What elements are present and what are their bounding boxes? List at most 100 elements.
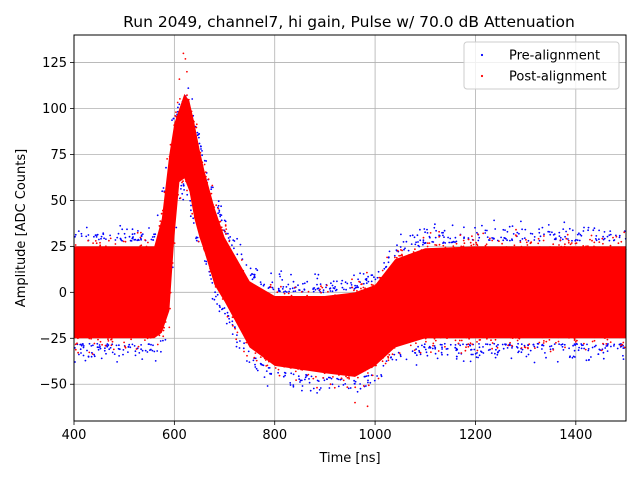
data-point (441, 353, 443, 356)
data-point (490, 334, 493, 337)
data-point (565, 230, 567, 233)
data-point (283, 292, 286, 295)
data-point (397, 342, 400, 345)
data-point (381, 360, 384, 363)
data-point (197, 143, 199, 146)
data-point (189, 199, 192, 202)
data-point (227, 232, 229, 235)
data-point (367, 384, 370, 387)
data-point (496, 351, 499, 354)
data-point (234, 327, 237, 330)
x-tick-label: 1200 (459, 428, 492, 443)
data-point (78, 353, 80, 356)
data-point (521, 228, 523, 231)
data-point (340, 370, 343, 373)
data-point (275, 363, 278, 366)
data-point (292, 373, 295, 376)
data-point (196, 236, 199, 239)
data-point (469, 241, 472, 244)
data-point (489, 237, 491, 240)
data-point (105, 238, 107, 241)
data-point (602, 235, 604, 238)
data-point (77, 247, 79, 249)
data-point (116, 361, 118, 363)
data-point (516, 339, 519, 342)
data-point (151, 236, 154, 238)
data-point (260, 283, 262, 286)
data-point (301, 385, 304, 387)
data-point (100, 237, 102, 240)
data-point (569, 355, 571, 358)
data-point (618, 236, 621, 239)
data-point (372, 284, 374, 287)
data-point (297, 375, 300, 378)
data-point (513, 244, 516, 247)
data-point (119, 224, 122, 227)
data-point (367, 372, 369, 374)
data-point (304, 378, 306, 381)
data-point (536, 346, 539, 349)
data-point (467, 345, 470, 348)
data-point (138, 239, 140, 242)
data-point (85, 235, 88, 238)
data-point (353, 274, 355, 277)
data-point (91, 353, 94, 355)
data-point (359, 272, 361, 275)
data-point (519, 239, 522, 242)
data-point (380, 356, 383, 358)
data-point (573, 247, 575, 250)
data-point (436, 334, 439, 336)
data-point (255, 267, 257, 270)
data-point (436, 357, 439, 360)
data-point (401, 253, 403, 256)
data-point (399, 254, 402, 257)
data-point (111, 351, 114, 354)
data-point (599, 349, 602, 351)
data-point (511, 347, 513, 349)
data-point (292, 280, 295, 283)
data-point (529, 335, 532, 337)
data-point (140, 344, 143, 346)
data-point (90, 247, 92, 250)
data-point (500, 236, 502, 239)
data-point (610, 345, 612, 348)
data-point (74, 235, 76, 238)
data-point (85, 226, 88, 229)
data-point (145, 247, 148, 250)
data-point (326, 378, 328, 381)
data-point (567, 238, 569, 240)
data-point (463, 226, 465, 229)
data-point (284, 290, 287, 293)
data-point (562, 228, 565, 231)
data-point (470, 348, 473, 351)
data-point (482, 352, 485, 354)
data-point (292, 290, 295, 293)
data-point (96, 234, 98, 237)
data-point (169, 143, 172, 146)
data-point (495, 345, 498, 348)
data-point (99, 340, 102, 343)
data-point (415, 348, 417, 350)
data-point (461, 246, 463, 248)
data-point (409, 340, 412, 343)
data-point (537, 237, 540, 240)
data-point (217, 287, 220, 290)
data-point (555, 341, 557, 344)
data-point (192, 222, 195, 224)
data-point (87, 234, 90, 236)
data-point (594, 336, 596, 339)
data-point (338, 296, 341, 299)
data-point (161, 209, 164, 212)
data-point (541, 336, 544, 339)
data-point (87, 239, 89, 242)
data-point (235, 345, 238, 348)
data-point (186, 183, 189, 186)
data-point (115, 344, 118, 347)
data-point (85, 248, 88, 251)
data-point (478, 354, 481, 357)
data-point (595, 344, 597, 347)
data-point (491, 239, 494, 242)
data-point (210, 278, 213, 280)
data-point (331, 371, 334, 374)
data-point (413, 252, 416, 255)
